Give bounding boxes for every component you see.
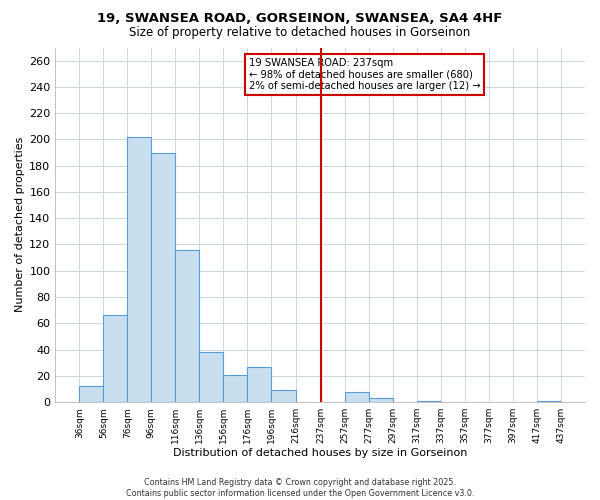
Bar [103, 316, 127, 402]
Bar [417, 401, 441, 402]
Text: Size of property relative to detached houses in Gorseinon: Size of property relative to detached ho… [130, 26, 470, 39]
X-axis label: Distribution of detached houses by size in Gorseinon: Distribution of detached houses by size … [173, 448, 467, 458]
Bar [127, 137, 151, 402]
Bar [175, 250, 199, 402]
Bar [199, 352, 223, 402]
Bar [537, 401, 561, 402]
Text: 19 SWANSEA ROAD: 237sqm
← 98% of detached houses are smaller (680)
2% of semi-de: 19 SWANSEA ROAD: 237sqm ← 98% of detache… [248, 58, 480, 92]
Bar [247, 366, 271, 402]
Text: Contains HM Land Registry data © Crown copyright and database right 2025.
Contai: Contains HM Land Registry data © Crown c… [126, 478, 474, 498]
Bar [223, 374, 247, 402]
Bar [79, 386, 103, 402]
Bar [271, 390, 296, 402]
Y-axis label: Number of detached properties: Number of detached properties [15, 137, 25, 312]
Title: 19, SWANSEA ROAD, GORSEINON, SWANSEA, SA4 4HF
Size of property relative to detac: 19, SWANSEA ROAD, GORSEINON, SWANSEA, SA… [0, 499, 1, 500]
Bar [345, 392, 369, 402]
Text: 19, SWANSEA ROAD, GORSEINON, SWANSEA, SA4 4HF: 19, SWANSEA ROAD, GORSEINON, SWANSEA, SA… [97, 12, 503, 26]
Bar [151, 152, 175, 402]
Bar [369, 398, 393, 402]
